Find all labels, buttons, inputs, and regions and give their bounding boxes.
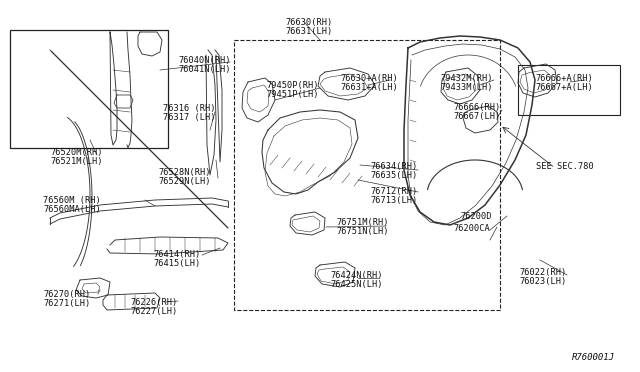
Bar (518, 65, 620, 115)
Text: 76635(LH): 76635(LH) (370, 171, 417, 180)
Text: 76751M(RH): 76751M(RH) (336, 218, 388, 227)
Text: 76666+A(RH): 76666+A(RH) (535, 74, 593, 83)
Text: 76226(RH): 76226(RH) (130, 298, 177, 307)
Text: 76560MA(LH): 76560MA(LH) (43, 205, 100, 214)
Text: 76751N(LH): 76751N(LH) (336, 227, 388, 236)
Text: 76631(LH): 76631(LH) (285, 27, 332, 36)
Text: 76528N(RH): 76528N(RH) (158, 168, 211, 177)
Text: 76023(LH): 76023(LH) (519, 277, 566, 286)
Text: 76415(LH): 76415(LH) (153, 259, 200, 268)
Text: 76560M (RH): 76560M (RH) (43, 196, 100, 205)
Text: 76630+A(RH): 76630+A(RH) (340, 74, 397, 83)
Text: 76041N(LH): 76041N(LH) (178, 65, 230, 74)
Text: 76414(RH): 76414(RH) (153, 250, 200, 259)
Text: 76227(LH): 76227(LH) (130, 307, 177, 316)
Text: 79450P(RH): 79450P(RH) (266, 81, 319, 90)
Text: 76529N(LH): 76529N(LH) (158, 177, 211, 186)
Text: 76630(RH): 76630(RH) (285, 18, 332, 27)
Text: 76667(LH): 76667(LH) (453, 112, 500, 121)
Text: 76634(RH): 76634(RH) (370, 162, 417, 171)
Text: 79432M(RH): 79432M(RH) (440, 74, 493, 83)
Text: 76712(RH): 76712(RH) (370, 187, 417, 196)
Text: 76666(RH): 76666(RH) (453, 103, 500, 112)
Text: 79433M(LH): 79433M(LH) (440, 83, 493, 92)
Text: 76424N(RH): 76424N(RH) (330, 271, 383, 280)
Text: 76271(LH): 76271(LH) (43, 299, 90, 308)
Text: 76200D: 76200D (460, 212, 492, 221)
Text: SEE SEC.780: SEE SEC.780 (536, 162, 594, 171)
Text: 76040N(RH): 76040N(RH) (178, 56, 230, 65)
Text: 76631+A(LH): 76631+A(LH) (340, 83, 397, 92)
Text: 79451P(LH): 79451P(LH) (266, 90, 319, 99)
Text: 76200CA: 76200CA (453, 224, 490, 233)
Bar (10, 30, 168, 148)
Bar (234, 40, 500, 310)
Text: 76521M(LH): 76521M(LH) (50, 157, 102, 166)
Text: 76022(RH): 76022(RH) (519, 268, 566, 277)
Text: R760001J: R760001J (572, 353, 615, 362)
Text: 76425N(LH): 76425N(LH) (330, 280, 383, 289)
Text: 76520M(RH): 76520M(RH) (50, 148, 102, 157)
Text: 76270(RH): 76270(RH) (43, 290, 90, 299)
Text: 76667+A(LH): 76667+A(LH) (535, 83, 593, 92)
Text: 76316 (RH): 76316 (RH) (163, 104, 216, 113)
Text: 76713(LH): 76713(LH) (370, 196, 417, 205)
Text: 76317 (LH): 76317 (LH) (163, 113, 216, 122)
